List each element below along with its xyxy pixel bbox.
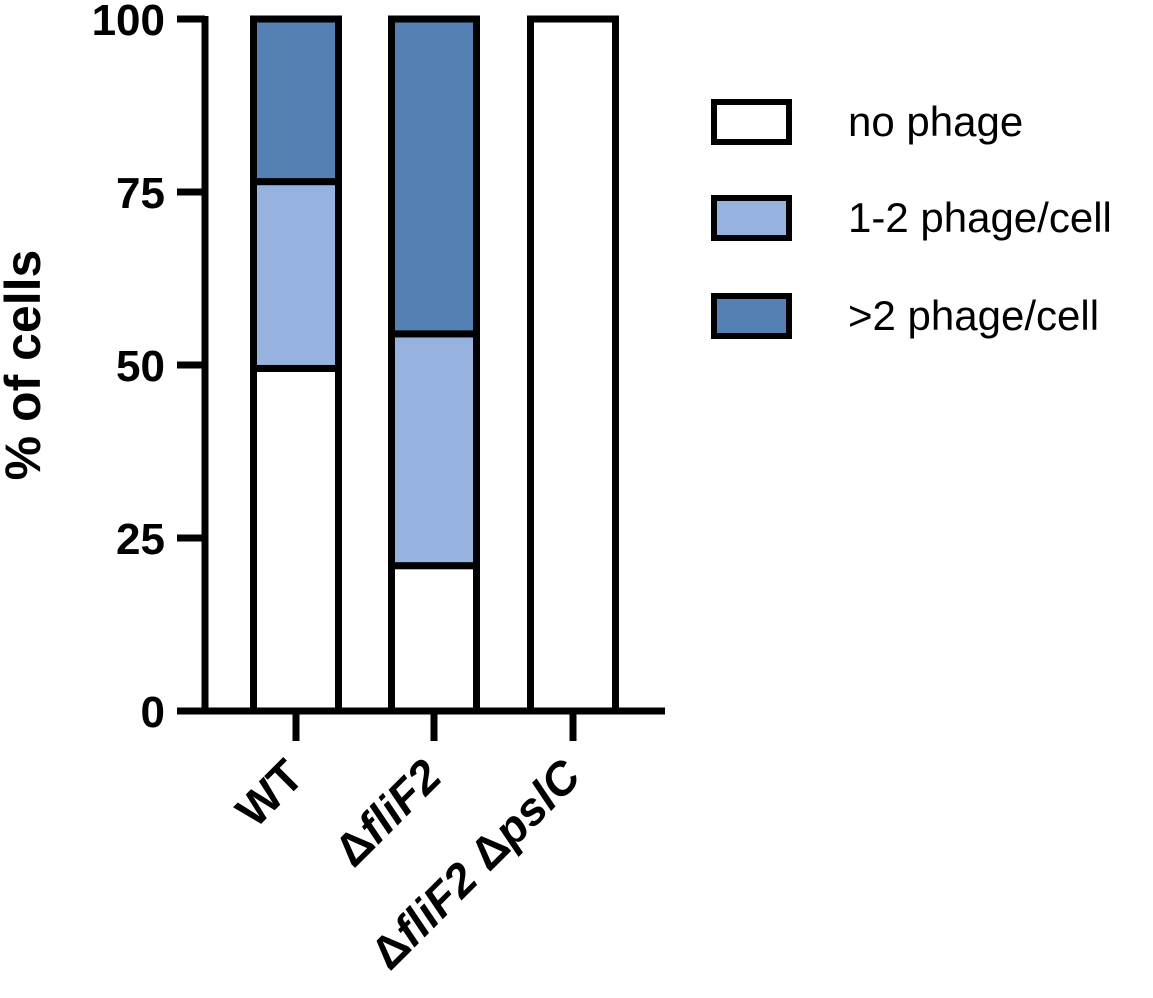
y-tick-label: 100 [92, 0, 165, 45]
legend-label: >2 phage/cell [848, 292, 1099, 339]
y-tick-label: 0 [141, 688, 165, 737]
legend-label: 1-2 phage/cell [848, 194, 1112, 241]
bar-segment-2-3 [388, 15, 480, 338]
x-category-label: ΔfliF2 [324, 749, 451, 876]
bar-segment-2-2 [388, 330, 480, 570]
x-category-label: WT [226, 749, 313, 836]
bar-segment-1-3 [250, 15, 342, 186]
legend-swatch [711, 195, 792, 241]
y-tick-label: 50 [116, 342, 165, 391]
y-tick-label: 25 [116, 515, 165, 564]
bar-segment-3-1 [527, 15, 619, 715]
y-tick-label: 75 [116, 169, 165, 218]
legend-label: no phage [848, 98, 1023, 145]
bars-group [250, 15, 619, 715]
bar-segment-1-1 [250, 364, 342, 715]
y-axis: 0 25 50 75 100 [92, 0, 209, 737]
y-axis-label: % of cells [0, 250, 51, 481]
legend: no phage 1-2 phage/cell >2 phage/cell [711, 98, 1112, 339]
legend-swatch [711, 99, 792, 145]
bar-segment-2-1 [388, 562, 480, 715]
bar-segment-1-2 [250, 178, 342, 372]
legend-swatch [711, 293, 792, 339]
